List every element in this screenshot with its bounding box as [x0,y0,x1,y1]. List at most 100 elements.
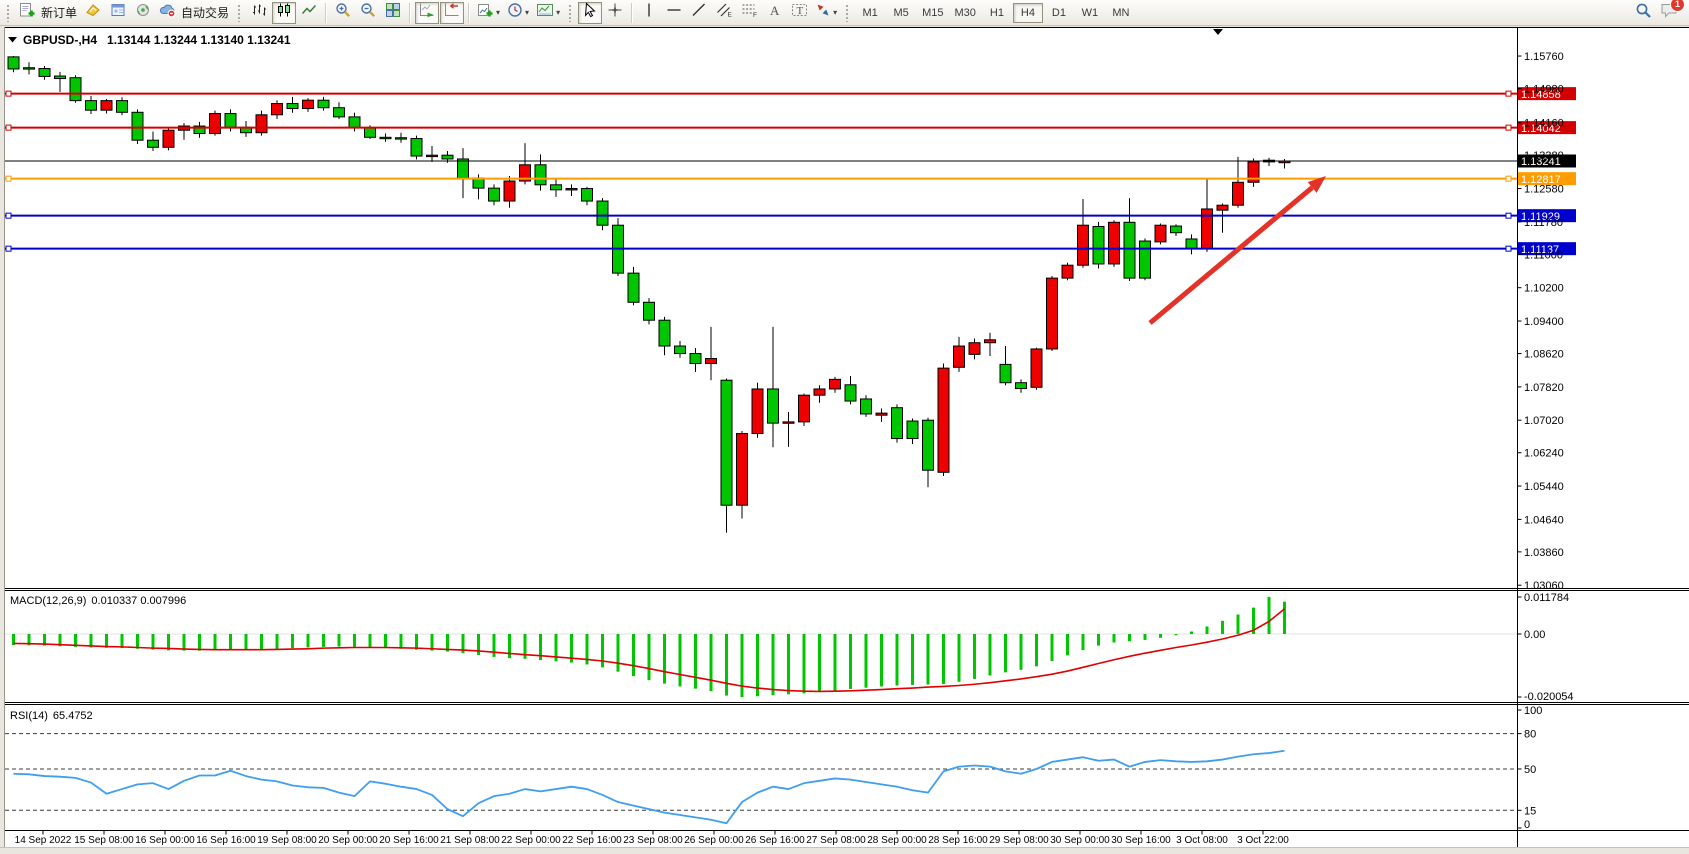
clock-icon [507,2,523,23]
candle [255,110,268,136]
candle-body [658,319,671,347]
candle [720,378,733,533]
zoom-out-button[interactable] [356,2,380,24]
candle [85,96,97,114]
line-anchor[interactable] [5,212,12,219]
data-window-button[interactable] [106,2,130,24]
horizontal-line-tool-button[interactable] [662,2,686,24]
candle-body [705,358,717,365]
candle [1232,156,1244,208]
chart-shift-button[interactable] [440,1,465,24]
line-chart-mode-button[interactable] [297,2,321,24]
trend-arrow[interactable] [1148,185,1314,325]
candle-body [844,384,857,402]
zoom-in-button[interactable] [331,2,355,24]
candle-body [100,100,113,111]
cursor-tool-button[interactable] [578,1,603,24]
line-anchor[interactable] [1505,245,1512,252]
candle-body [255,114,268,134]
candle-body [1170,225,1182,234]
chevron-down-icon: ▾ [525,8,530,17]
auto-scroll-icon [419,2,435,23]
market-watch-button[interactable] [81,2,105,24]
line-anchor[interactable] [5,245,12,252]
candle-body [1015,382,1027,390]
trendline-tool-button[interactable] [687,2,711,24]
candle [1170,224,1182,237]
text-label-tool-button[interactable]: T [787,2,811,24]
candlestick-mode-button[interactable] [272,1,297,24]
new-order-button[interactable]: 新订单 [16,2,80,24]
candle [1092,221,1105,269]
candle [23,62,35,75]
line-anchor[interactable] [5,124,12,131]
templates-button[interactable]: ▾ [533,2,563,24]
search-icon[interactable] [1635,2,1652,24]
price-line-1.11137[interactable]: 1.11137 [5,242,1576,256]
toolbar-grip[interactable] [237,3,243,22]
line-anchor[interactable] [5,175,12,182]
candle-body [829,378,841,390]
toolbar-grip[interactable] [568,3,574,22]
equidistant-channel-tool-button[interactable]: E [712,2,736,24]
chat-button[interactable]: 1 [1660,0,1685,24]
arrows-tool-button[interactable]: ▾ [812,2,840,24]
auto-scroll-button[interactable] [415,1,440,24]
tab-m1[interactable]: M1 [862,6,878,19]
line-anchor[interactable] [1505,175,1512,182]
candle-body [333,107,345,118]
line-anchor[interactable] [5,90,12,97]
tab-m30[interactable]: M30 [954,6,976,19]
tab-w1[interactable]: W1 [1081,6,1099,19]
candle-body [984,339,996,344]
line-anchor[interactable] [1505,124,1512,131]
fibonacci-tool-button[interactable]: F [737,2,761,24]
navigator-button[interactable] [131,2,155,24]
crosshair-tool-button[interactable] [603,2,627,24]
chart-background[interactable] [4,27,1689,848]
candle-body [162,129,175,148]
periods-button[interactable]: ▾ [504,2,532,24]
candle [953,336,965,372]
candle [798,393,810,427]
toolbar-grip[interactable] [6,3,11,22]
auto-trading-button[interactable]: 自动交易 [156,2,232,24]
line-anchor[interactable] [1505,212,1512,219]
tab-d1[interactable]: D1 [1051,6,1066,19]
indicators-layer [5,596,1517,825]
scroll-position-marker[interactable] [1213,29,1223,35]
toolbar-separator [325,2,328,23]
trend-arrow-head[interactable] [1307,176,1326,193]
tab-m15[interactable]: M15 [922,6,944,19]
candle-body [209,113,221,135]
tab-h4[interactable]: H4 [1012,2,1043,23]
time-label: 30 Sep 16:00 [1111,835,1171,846]
line-chart-icon [301,2,317,23]
candle-body [798,394,810,423]
chart-menu-arrow-icon[interactable] [8,37,17,43]
tab-mn[interactable]: MN [1112,6,1130,19]
tile-windows-button[interactable] [381,2,405,24]
vertical-line-tool-button[interactable] [637,2,661,24]
candle [302,98,314,112]
price-line-1.14042[interactable]: 1.14042 [5,121,1576,135]
toolbar-grip[interactable] [845,3,851,22]
candle-body [224,113,237,128]
candle [379,133,392,142]
crosshair-icon [607,2,623,23]
new-chart-button[interactable]: ▾ [474,2,503,24]
price-line-1.11929[interactable]: 1.11929 [5,209,1576,223]
line-anchor[interactable] [1505,90,1512,97]
price-line-1.14858[interactable]: 1.14858 [5,87,1576,101]
text-tool-button[interactable]: A [762,2,786,24]
price-line-1.13241[interactable]: 1.13241 [5,154,1576,169]
price-line-1.12817[interactable]: 1.12817 [5,172,1576,186]
bar-chart-mode-button[interactable] [247,2,271,24]
candle [193,121,206,138]
rsi-line [13,749,1285,825]
tab-h1[interactable]: H1 [989,6,1004,19]
tab-m5[interactable]: M5 [893,6,909,19]
candle-body [1123,221,1136,279]
chevron-down-icon: ▾ [833,8,838,17]
